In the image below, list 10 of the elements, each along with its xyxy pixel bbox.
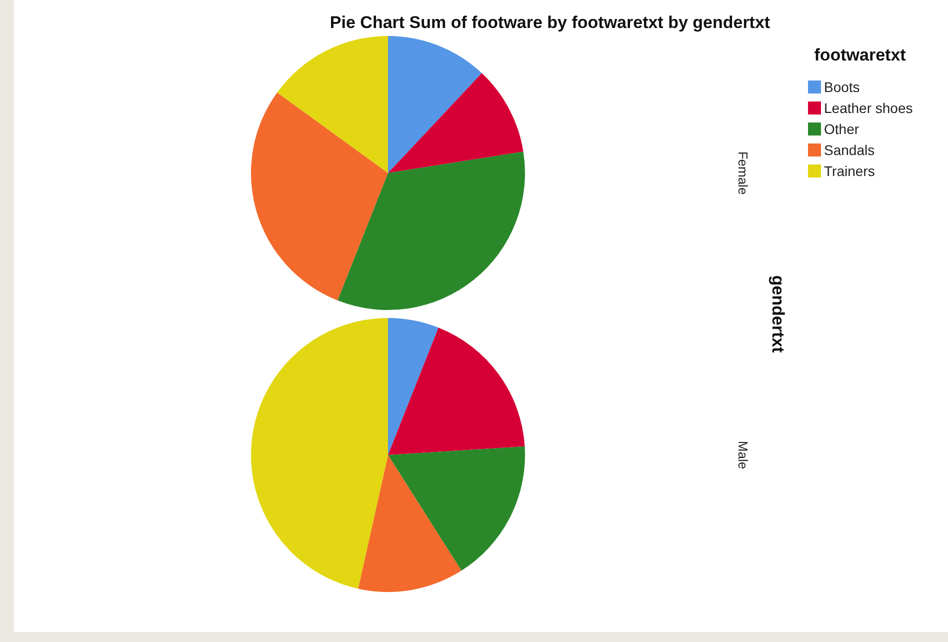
legend-label: Other xyxy=(824,121,860,137)
slice-label: Female xyxy=(736,151,750,195)
legend-title: footwaretxt xyxy=(814,46,906,64)
chart-title: Pie Chart Sum of footware by footwaretxt by gendertxt xyxy=(330,13,770,32)
text: gendertxt xyxy=(768,275,788,354)
legend-label: Sandals xyxy=(824,142,875,158)
legend-label: Trainers xyxy=(824,163,875,179)
legend-label: Boots xyxy=(824,79,860,95)
slice-label: Male xyxy=(736,440,750,470)
legend-label: Leather shoes xyxy=(824,100,913,116)
